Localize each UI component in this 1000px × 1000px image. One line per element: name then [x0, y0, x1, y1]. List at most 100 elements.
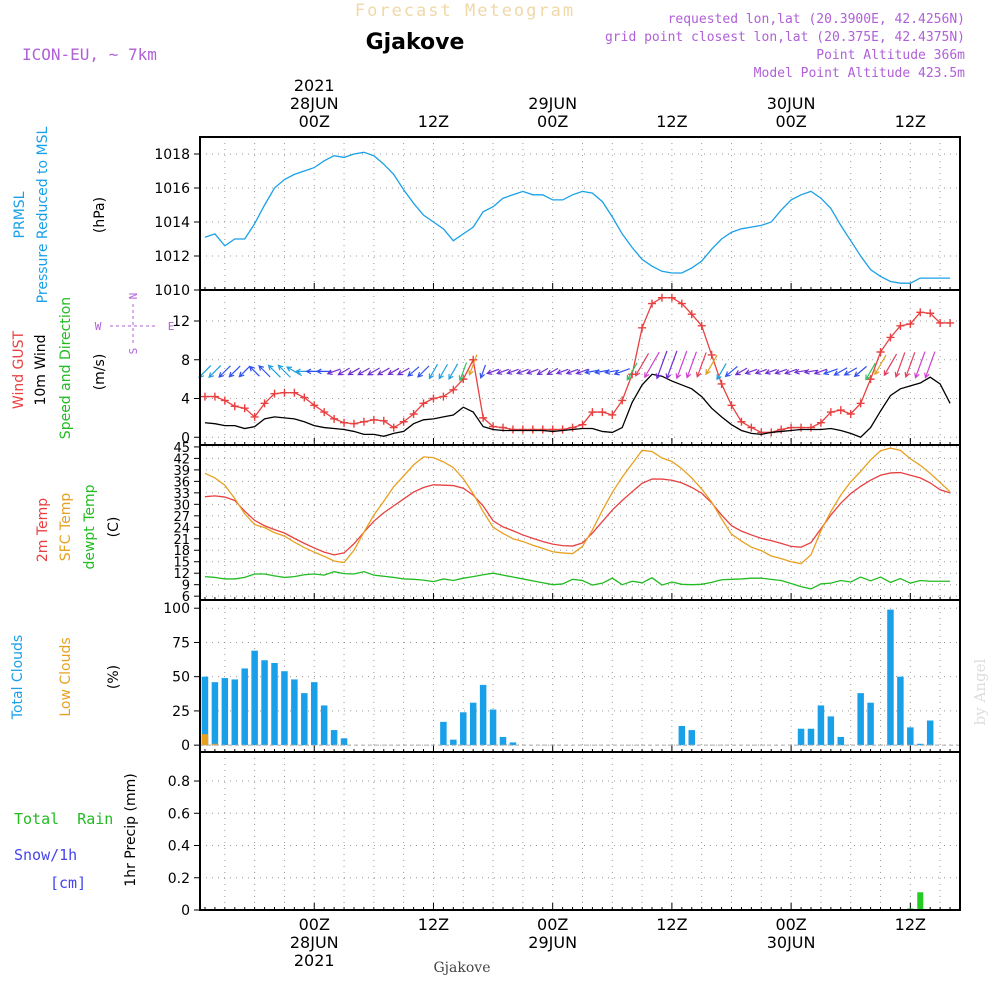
precip-axis-label: 1hr Precip (mm): [123, 773, 139, 886]
prmsl-ytick-label: 1018: [154, 147, 190, 163]
gust-marker: [797, 423, 806, 432]
gust-marker: [876, 348, 885, 356]
wind-direction-arrow: [894, 352, 906, 378]
gust-marker: [667, 293, 676, 302]
clouds-bar: [827, 716, 835, 746]
prmsl-desc-label: Pressure Reduced to MSL: [35, 126, 51, 303]
point-altitude: Point Altitude 366m: [816, 48, 965, 63]
panels: 1010101210141016101804812691215182124273…: [154, 136, 961, 919]
temp-line-dewpt-temp: [204, 571, 951, 590]
clouds-bar: [211, 743, 219, 746]
wind-direction-arrow: [833, 367, 848, 376]
gust-marker: [210, 392, 219, 401]
wind-direction-arrow: [604, 368, 620, 375]
wind-direction-arrow: [337, 367, 350, 376]
temp-dewpt-label: dewpt Temp: [82, 484, 98, 569]
gust-marker: [936, 318, 945, 327]
location-title: Gjakove: [366, 30, 465, 55]
gust-marker: [856, 399, 865, 408]
gust-marker: [230, 402, 239, 411]
temp-ytick-label: 36: [173, 475, 190, 490]
gust-marker: [240, 404, 249, 413]
temp-2m-label: 2m Temp: [35, 498, 51, 562]
wind-direction-arrow: [555, 368, 569, 375]
gust-marker: [379, 416, 388, 425]
gust-marker: [697, 321, 706, 330]
gust-marker: [657, 293, 666, 302]
gust-marker: [866, 375, 875, 384]
clouds-bar: [678, 725, 686, 746]
wind-direction-arrow: [716, 363, 727, 381]
clouds-bar: [251, 650, 258, 746]
prmsl-ytick-label: 1016: [154, 181, 190, 197]
gust-marker: [638, 323, 647, 332]
wind-direction-arrow: [496, 368, 509, 375]
clouds-bar: [460, 712, 467, 746]
gust-marker: [717, 379, 726, 388]
precip-ytick-label: 0.4: [168, 839, 190, 855]
gust-marker: [200, 392, 209, 401]
wind-direction-arrow: [685, 351, 698, 379]
credit-watermark: by Angel: [971, 658, 989, 725]
wind-direction-arrow: [744, 368, 758, 375]
wind-gust-label: Wind GUST: [11, 330, 27, 409]
gust-marker: [310, 401, 319, 410]
clouds-bar: [241, 668, 248, 746]
prmsl-unit-label: (hPa): [92, 197, 108, 233]
precip-bar: [917, 892, 924, 910]
temp-frame: [199, 444, 961, 601]
wind-direction-arrow: [764, 368, 777, 375]
clouds-bar: [440, 721, 447, 746]
clouds-bar: [926, 720, 934, 746]
wind-ytick-label: 8: [181, 353, 190, 369]
wind-direction-arrow: [228, 365, 241, 378]
prmsl-ytick-label: 1012: [154, 249, 190, 265]
clouds-low-label: Low Clouds: [58, 637, 74, 716]
clouds-bar: [221, 678, 229, 746]
clouds-ytick-label: 100: [163, 601, 190, 617]
clouds-bar: [271, 662, 278, 746]
prmsl-label: PRMSL: [12, 191, 28, 238]
gust-marker: [687, 310, 696, 319]
clouds-ytick-label: 75: [172, 635, 190, 651]
wind-direction-arrow: [258, 364, 271, 378]
gust-marker: [608, 410, 617, 419]
clouds-bar: [509, 742, 517, 746]
wind-direction-arrow: [218, 365, 231, 378]
legend-total-rain: Total Rain: [14, 810, 113, 828]
clouds-bar: [797, 728, 805, 746]
wind-direction-arrow: [366, 367, 380, 376]
clouds-bar: [489, 709, 497, 746]
wind-direction-arrow: [407, 366, 420, 377]
wind-unit-label: (m/s): [92, 354, 108, 391]
clouds-bar: [450, 739, 457, 746]
bottom-axis-label: 28JUN: [290, 933, 339, 952]
compass-s: S: [127, 348, 140, 355]
gust-marker: [946, 318, 955, 327]
wind-direction-arrow: [428, 364, 439, 380]
temp-ytick-label: 42: [173, 452, 190, 467]
gust-marker: [677, 299, 686, 308]
wind-direction-arrow: [695, 352, 707, 378]
gust-marker: [349, 419, 358, 428]
wind-compass: N S W E: [95, 293, 175, 355]
top-axis-label: 00Z: [299, 112, 330, 131]
gust-marker: [568, 423, 577, 432]
temp-ytick-label: 45: [173, 441, 190, 456]
wind-frame: [199, 289, 961, 446]
clouds-bar: [261, 660, 268, 746]
gust-marker: [260, 399, 269, 408]
gust-marker: [538, 425, 547, 434]
wind-direction-arrow: [705, 354, 718, 376]
wind-direction-arrow: [248, 365, 260, 377]
precip-ytick-label: 0.8: [168, 774, 190, 790]
bottom-axis-label: 00Z: [299, 915, 330, 934]
wind-direction-arrow: [277, 364, 291, 378]
top-axis-label: 12Z: [656, 112, 687, 131]
gust-marker: [806, 423, 815, 432]
requested-coords: requested lon,lat (20.3900E, 42.4256N): [668, 12, 965, 27]
temp-unit-label: (C): [106, 517, 122, 538]
clouds-bar: [281, 671, 288, 746]
